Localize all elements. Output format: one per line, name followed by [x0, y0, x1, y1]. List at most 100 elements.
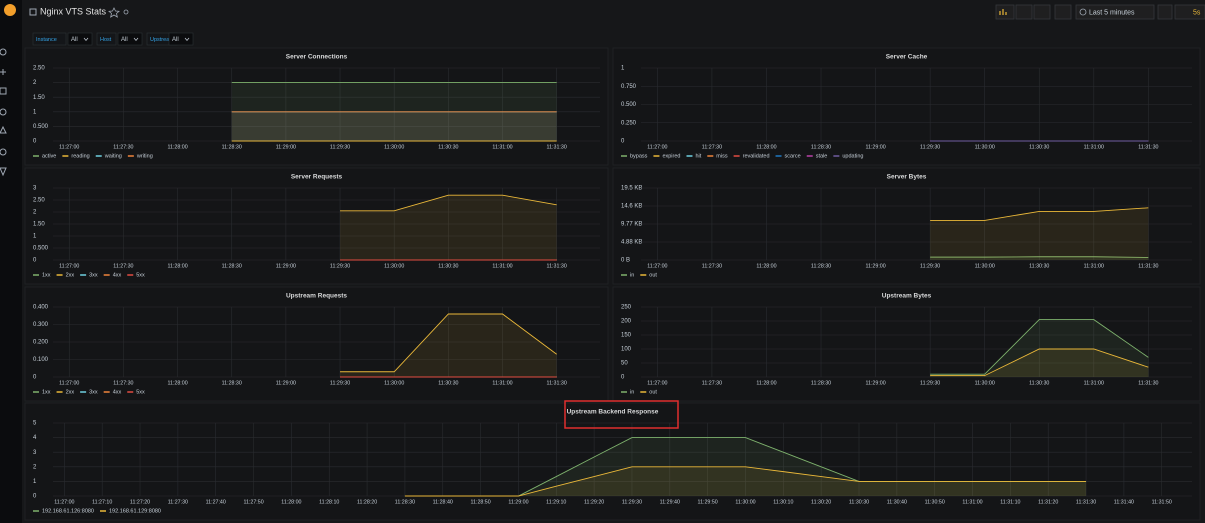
variable-label: Instance: [36, 37, 57, 43]
panel-title: Upstream Backend Response: [567, 409, 659, 416]
x-tick-label: 11:31:30: [1138, 144, 1158, 150]
x-tick-label: 11:29:00: [865, 380, 885, 386]
legend-label: expired: [662, 153, 680, 159]
series-fill: [340, 195, 557, 260]
shield-icon[interactable]: [0, 167, 7, 177]
legend-label: out: [649, 272, 657, 278]
x-tick-label: 11:27:50: [243, 499, 263, 505]
refresh-interval[interactable]: 5s: [1193, 9, 1201, 16]
x-tick-label: 11:27:20: [130, 499, 150, 505]
legend-label: miss: [716, 153, 728, 159]
x-tick-label: 11:28:00: [281, 499, 301, 505]
x-tick-label: 11:27:30: [702, 380, 722, 386]
legend-label: in: [630, 272, 634, 278]
x-tick-label: 11:31:00: [492, 380, 512, 386]
highlight-box: [564, 400, 679, 429]
search-icon[interactable]: [0, 48, 7, 56]
y-tick-label: 0.750: [621, 84, 637, 90]
series-fill: [930, 207, 1149, 260]
x-tick-label: 11:28:00: [167, 380, 187, 386]
series-line: [930, 207, 1149, 221]
legend-label: updating: [842, 153, 863, 159]
panel: [24, 167, 609, 285]
y-tick-label: 0.500: [33, 246, 49, 252]
x-tick-label: 11:27:00: [647, 144, 667, 150]
panel: [612, 286, 1201, 402]
x-tick-label: 11:28:30: [222, 144, 242, 150]
y-tick-label: 19.5 KB: [621, 186, 642, 192]
panels: Server Connections 0 0.500 1 1.50 2 2.50 11:27:…: [24, 47, 1201, 521]
x-tick-label: 11:30:30: [849, 499, 869, 505]
series-fill: [231, 111, 557, 141]
y-tick-label: 2: [33, 464, 37, 470]
star-icon[interactable]: [108, 7, 120, 18]
x-tick-label: 11:28:40: [433, 499, 453, 505]
y-tick-label: 0.500: [621, 102, 637, 108]
dashboard-icon: [29, 8, 37, 16]
refresh-button[interactable]: [1174, 4, 1205, 20]
x-tick-label: 11:30:00: [384, 380, 404, 386]
y-tick-label: 1.50: [33, 95, 45, 101]
series-line: [930, 256, 1149, 258]
variable-select[interactable]: [168, 32, 194, 46]
x-tick-label: 11:27:00: [59, 144, 79, 150]
dashboard-title[interactable]: Nginx VTS Stats: [40, 6, 107, 16]
x-tick-label: 11:29:00: [276, 263, 296, 269]
panel: [612, 167, 1201, 285]
variable-value[interactable]: All: [71, 37, 78, 43]
variable-label: Host: [100, 37, 112, 43]
x-tick-label: 11:28:00: [756, 144, 776, 150]
y-tick-label: 0: [621, 139, 625, 145]
x-tick-label: 11:29:00: [865, 263, 885, 269]
series-line: [340, 194, 557, 212]
x-tick-label: 11:30:00: [384, 144, 404, 150]
time-picker[interactable]: [1075, 4, 1155, 20]
x-tick-label: 11:28:00: [167, 263, 187, 269]
grafana-logo[interactable]: [4, 4, 16, 16]
panel-title: Upstream Requests: [286, 293, 347, 300]
panel-title: Server Requests: [291, 174, 343, 181]
y-tick-label: 14.6 KB: [621, 204, 642, 210]
variable-select[interactable]: [67, 32, 93, 46]
variable-value[interactable]: All: [172, 37, 179, 43]
x-tick-label: 11:28:30: [222, 263, 242, 269]
x-tick-label: 11:27:30: [113, 380, 133, 386]
config-icon[interactable]: [0, 148, 7, 156]
y-tick-label: 9.77 KB: [621, 222, 642, 228]
alerting-icon[interactable]: [0, 125, 7, 134]
y-tick-label: 2: [33, 210, 37, 216]
x-tick-label: 11:30:30: [438, 380, 458, 386]
add-panel-button[interactable]: [995, 4, 1015, 20]
y-tick-label: 0.100: [33, 357, 49, 363]
panel-title: Server Connections: [286, 54, 348, 61]
legend-label: 2xx: [66, 272, 75, 278]
x-tick-label: 11:29:00: [865, 144, 885, 150]
variable-select[interactable]: [117, 32, 143, 46]
x-tick-label: 11:29:40: [660, 499, 680, 505]
share-icon[interactable]: [123, 9, 129, 15]
x-tick-label: 11:29:00: [276, 380, 296, 386]
tv-button[interactable]: [1054, 4, 1072, 20]
dashboards-icon[interactable]: [0, 87, 7, 95]
x-tick-label: 11:28:00: [167, 144, 187, 150]
x-tick-label: 11:31:40: [1114, 499, 1134, 505]
y-tick-label: 0.250: [621, 120, 637, 126]
x-tick-label: 11:30:00: [975, 380, 995, 386]
x-tick-label: 11:28:10: [319, 499, 339, 505]
x-tick-label: 11:30:30: [438, 144, 458, 150]
explore-icon[interactable]: [0, 108, 7, 116]
clock-icon: [1079, 8, 1087, 16]
y-tick-label: 2: [33, 80, 37, 86]
x-tick-label: 11:28:50: [470, 499, 490, 505]
create-icon[interactable]: [0, 69, 6, 75]
y-tick-label: 0: [33, 258, 37, 264]
zoom-out-button[interactable]: [1157, 4, 1173, 20]
settings-button[interactable]: [1033, 4, 1051, 20]
x-tick-label: 11:29:30: [330, 263, 350, 269]
save-button[interactable]: [1015, 4, 1033, 20]
y-tick-label: 50: [621, 361, 628, 367]
x-tick-label: 11:29:50: [698, 499, 718, 505]
variable-value[interactable]: All: [121, 37, 128, 43]
x-tick-label: 11:27:00: [54, 499, 74, 505]
time-range[interactable]: Last 5 minutes: [1089, 9, 1135, 16]
